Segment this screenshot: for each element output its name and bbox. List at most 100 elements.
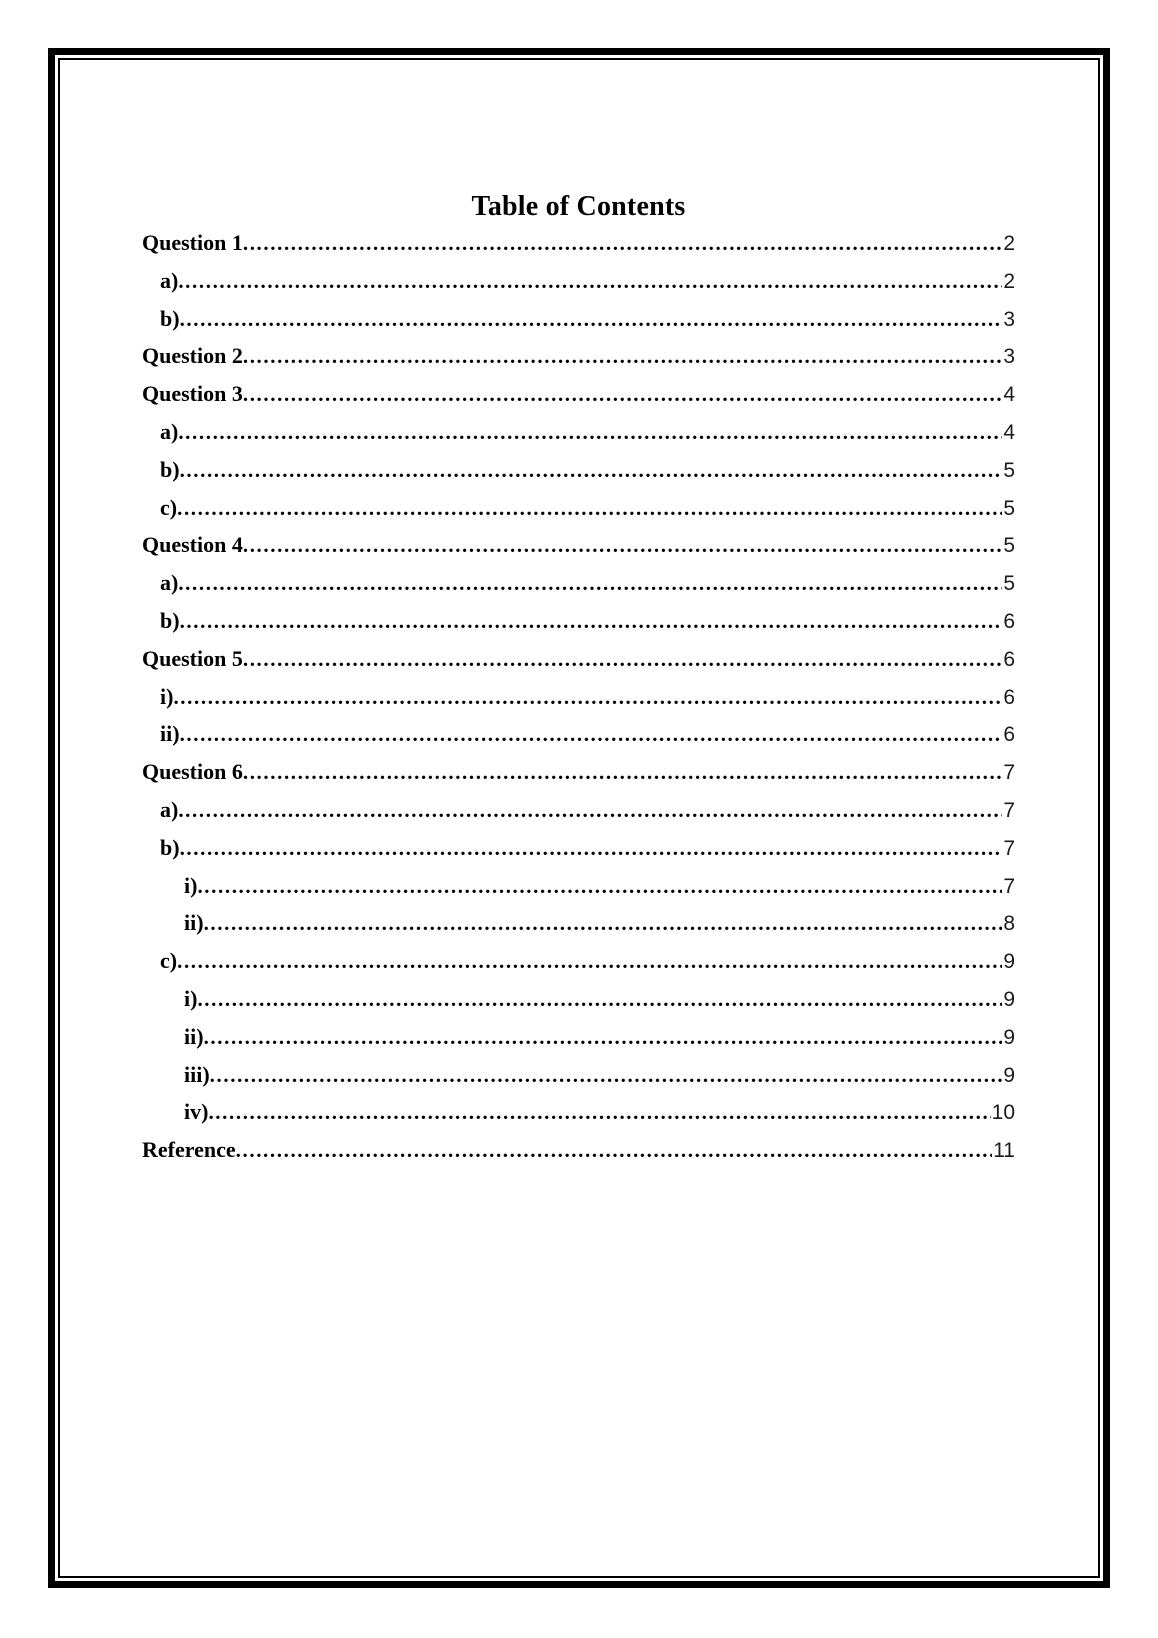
toc-entry-label: c) [160, 948, 178, 974]
toc-entry-page: 3 [1003, 345, 1015, 369]
dot-leader: ........................................… [178, 419, 1003, 444]
toc-entry[interactable]: a)......................................… [142, 262, 1015, 300]
toc-entry[interactable]: b)......................................… [142, 829, 1015, 867]
dot-leader: ........................................… [177, 495, 1003, 520]
toc-entry-page: 6 [1003, 723, 1015, 747]
toc-entry[interactable]: i)......................................… [142, 678, 1015, 716]
dot-leader: ........................................… [178, 268, 1003, 293]
toc-entry-page: 5 [1003, 496, 1015, 520]
toc-entry[interactable]: iii)....................................… [142, 1056, 1015, 1094]
toc-entry[interactable]: ii).....................................… [142, 1018, 1015, 1056]
dot-leader: ........................................… [209, 1062, 1003, 1087]
toc-entry-page: 7 [1003, 761, 1015, 785]
toc-entry-label: iii) [184, 1061, 210, 1087]
toc-entry-label: iv) [184, 1099, 209, 1125]
toc-entry-label: ii) [184, 910, 204, 936]
toc-entry[interactable]: ii).....................................… [142, 904, 1015, 942]
toc-entry[interactable]: Question 6..............................… [142, 753, 1015, 791]
toc-entry-page: 5 [1003, 572, 1015, 596]
toc-content: Table of Contents Question 1............… [60, 60, 1098, 1576]
toc-entry-label: ii) [160, 721, 180, 747]
page-border-frame: Table of Contents Question 1............… [48, 48, 1110, 1588]
toc-entry-page: 11 [993, 1139, 1015, 1163]
dot-leader: ........................................… [178, 571, 1003, 596]
toc-entry[interactable]: a)......................................… [142, 413, 1015, 451]
toc-entry[interactable]: i)......................................… [142, 867, 1015, 905]
toc-entry-label: i) [184, 985, 198, 1011]
dot-leader: ........................................… [179, 835, 1003, 860]
toc-entry[interactable]: Question 3..............................… [142, 375, 1015, 413]
dot-leader: ........................................… [173, 684, 1003, 709]
toc-entry-page: 3 [1003, 307, 1015, 331]
toc-entry-label: Question 4 [142, 532, 243, 558]
toc-entry[interactable]: Question 4..............................… [142, 526, 1015, 564]
toc-entry[interactable]: a)......................................… [142, 791, 1015, 829]
toc-entry[interactable]: b)......................................… [142, 602, 1015, 640]
toc-entry-page: 4 [1003, 383, 1015, 407]
toc-entry-page: 6 [1003, 685, 1015, 709]
toc-entry-page: 9 [1003, 950, 1015, 974]
toc-entry-page: 7 [1003, 874, 1015, 898]
toc-entry-label: Question 2 [142, 343, 243, 369]
toc-entry-page: 9 [1003, 1063, 1015, 1087]
toc-entry-page: 10 [991, 1101, 1015, 1125]
toc-entry-label: Question 5 [142, 645, 243, 671]
toc-entry-page: 6 [1003, 609, 1015, 633]
toc-entry[interactable]: b)......................................… [142, 300, 1015, 338]
toc-entry[interactable]: Question 2..............................… [142, 337, 1015, 375]
dot-leader: ........................................… [177, 949, 1003, 974]
toc-entry-label: Question 1 [142, 230, 243, 255]
dot-leader: ........................................… [242, 533, 1003, 558]
dot-leader: ........................................… [242, 382, 1003, 407]
toc-entry-page: 9 [1003, 987, 1015, 1011]
page-border-inner-rule: Table of Contents Question 1............… [58, 58, 1100, 1578]
toc-entry[interactable]: iv).....................................… [142, 1093, 1015, 1131]
toc-entry-page: 9 [1003, 1025, 1015, 1049]
toc-entry-label: i) [184, 872, 198, 898]
toc-entry[interactable]: Question 5..............................… [142, 640, 1015, 678]
toc-entry-page: 5 [1003, 458, 1015, 482]
dot-leader: ........................................… [179, 457, 1003, 482]
toc-entry-page: 4 [1003, 420, 1015, 444]
toc-entry-page: 2 [1003, 269, 1015, 293]
toc-entry-page: 5 [1003, 534, 1015, 558]
toc-entry-page: 8 [1003, 912, 1015, 936]
dot-leader: ........................................… [242, 231, 1003, 255]
page-title: Table of Contents [471, 191, 686, 222]
toc-entry[interactable]: Reference...............................… [142, 1131, 1015, 1169]
toc-list: Question 1..............................… [142, 224, 1015, 1169]
dot-leader: ........................................… [208, 1100, 990, 1125]
toc-entry-page: 7 [1003, 798, 1015, 822]
dot-leader: ........................................… [179, 306, 1003, 331]
toc-entry-page: 7 [1003, 836, 1015, 860]
dot-leader: ........................................… [242, 344, 1003, 369]
toc-entry[interactable]: a)......................................… [142, 564, 1015, 602]
toc-entry-label: c) [160, 494, 178, 520]
dot-leader: ........................................… [197, 986, 1002, 1011]
toc-entry[interactable]: b)......................................… [142, 451, 1015, 489]
toc-entry-page: 2 [1003, 232, 1015, 255]
toc-entry-label: Question 3 [142, 381, 243, 407]
toc-entry[interactable]: ii).....................................… [142, 715, 1015, 753]
dot-leader: ........................................… [242, 646, 1003, 671]
dot-leader: ........................................… [179, 722, 1003, 747]
dot-leader: ........................................… [235, 1138, 993, 1163]
toc-entry-label: ii) [184, 1023, 204, 1049]
toc-entry-label: Question 6 [142, 759, 243, 785]
toc-entry[interactable]: Question 1..............................… [142, 224, 1015, 262]
toc-entry-label: b) [160, 607, 180, 633]
dot-leader: ........................................… [178, 797, 1003, 822]
toc-entry[interactable]: i)......................................… [142, 980, 1015, 1018]
toc-entry-label: a) [160, 570, 179, 596]
toc-entry-label: Reference [142, 1137, 236, 1163]
dot-leader: ........................................… [203, 911, 1003, 936]
toc-entry[interactable]: c)......................................… [142, 489, 1015, 527]
toc-entry[interactable]: c)......................................… [142, 942, 1015, 980]
dot-leader: ........................................… [242, 760, 1003, 785]
toc-entry-label: a) [160, 796, 179, 822]
dot-leader: ........................................… [203, 1024, 1003, 1049]
toc-entry-label: a) [160, 267, 179, 293]
dot-leader: ........................................… [179, 608, 1003, 633]
toc-entry-label: b) [160, 834, 180, 860]
